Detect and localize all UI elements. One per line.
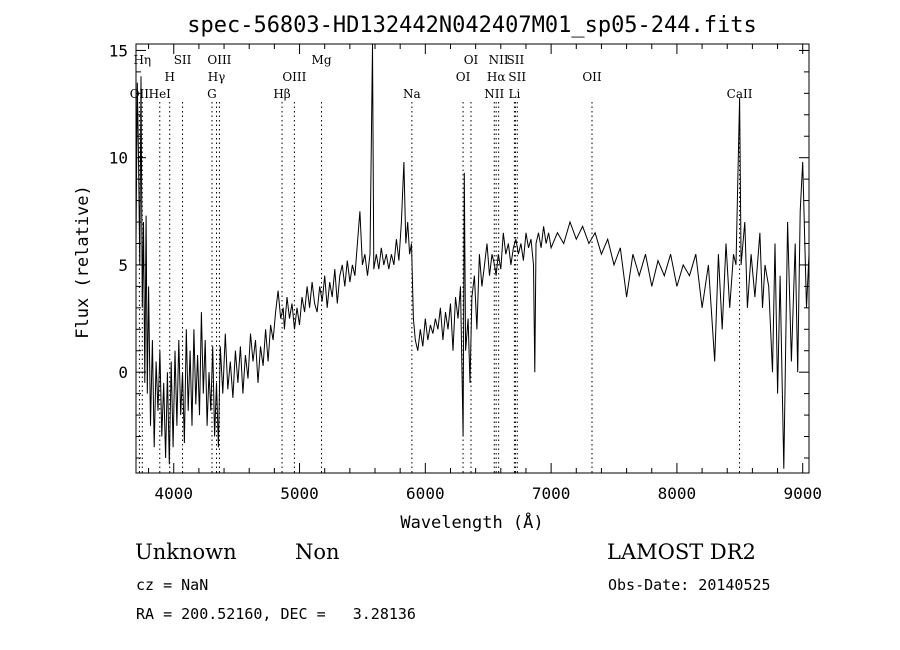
object-class: Unknown [135,540,237,564]
line-marker-label: OI [456,70,471,84]
line-marker-label: NII [484,87,504,101]
spectrum-series [135,43,810,469]
line-marker-label: CaII [727,87,753,101]
obs-date: Obs-Date: 20140525 [608,576,771,594]
line-marker-label: SII [508,70,526,84]
line-marker-label: Hα [487,70,506,84]
line-marker-label: OII [130,87,150,101]
survey-name: LAMOST DR2 [607,540,756,564]
x-tick-label: 7000 [532,484,571,503]
line-marker-label: Hβ [273,87,290,101]
line-marker-label: OIII [282,70,306,84]
x-tick-label: 8000 [658,484,697,503]
object-subclass: Non [295,540,340,564]
line-marker-label: Na [403,87,421,101]
line-marker-label: Hη [133,53,151,67]
line-marker-label: NII [489,53,509,67]
line-marker-label: OII [582,70,602,84]
x-axis-label: Wavelength (Å) [400,511,543,533]
line-marker-label: G [207,87,217,101]
spectrum-line [135,43,810,469]
x-tick-label: 6000 [406,484,445,503]
y-axis-label: Flux (relative) [73,185,93,339]
line-marker-label: OIII [207,53,231,67]
line-marker-label: OI [464,53,479,67]
x-tick-label: 5000 [280,484,319,503]
y-tick-label: 10 [109,149,128,168]
y-tick-label: 5 [118,256,128,275]
chart-title: spec-56803-HD132442N042407M01_sp05-244.f… [187,13,757,38]
line-marker-label: H [164,70,174,84]
plot-frame [135,43,810,474]
plot-border [135,43,810,474]
x-tick-label: 9000 [783,484,822,503]
line-marker-label: HeI [149,87,172,101]
y-tick-label: 15 [109,41,128,60]
coordinates: RA = 200.52160, DEC = 3.28136 [136,605,416,623]
x-tick-label: 4000 [154,484,193,503]
line-marker-label: SII [174,53,192,67]
y-tick-label: 0 [118,363,128,382]
line-marker-label: Li [508,87,520,101]
line-marker-label: SII [507,53,525,67]
line-markers: OIIHηHeIHSIIGHγOIIIHβOIIIMgNaOIOINIIHαNI… [130,53,753,473]
line-marker-label: Hγ [208,70,226,84]
redshift-cz: cz = NaN [136,576,209,594]
line-marker-label: Mg [312,53,332,67]
